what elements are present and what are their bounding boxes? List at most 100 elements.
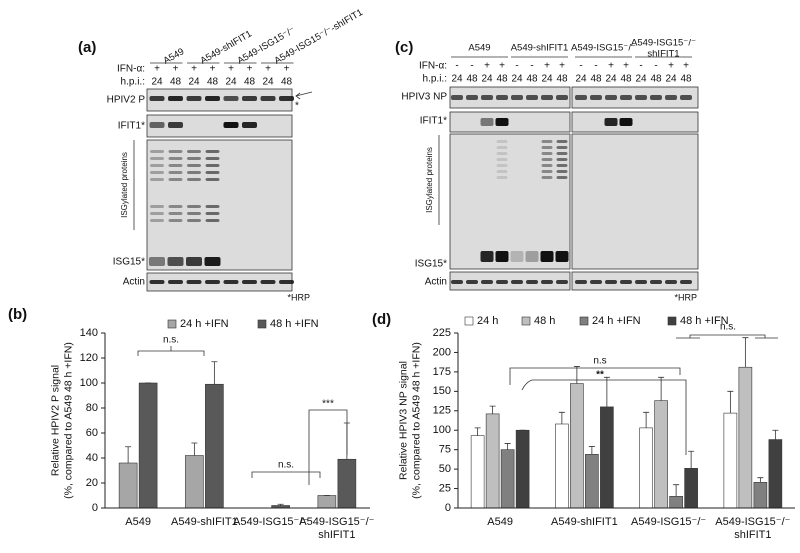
panel-label: (a) — [78, 39, 96, 56]
band — [680, 95, 692, 100]
band — [168, 280, 183, 284]
lane-ifn: + — [499, 61, 505, 72]
band — [495, 251, 509, 262]
band — [205, 164, 220, 167]
x-tick-label: A549-ISG15⁻/⁻ — [233, 516, 308, 528]
lane-hpi: 48 — [466, 74, 478, 85]
legend-label: 48 h +IFN — [680, 315, 729, 327]
band — [541, 164, 553, 167]
lane-hpi: 48 — [496, 74, 508, 85]
lane-ifn: - — [470, 61, 473, 72]
lane-ifn: + — [623, 61, 629, 72]
band — [541, 176, 553, 179]
row-label: IFIT1* — [420, 116, 447, 127]
band — [205, 157, 220, 160]
lane-ifn: + — [247, 64, 253, 75]
band — [665, 280, 677, 284]
band — [556, 152, 568, 155]
band — [556, 146, 568, 149]
band — [168, 212, 183, 215]
annotation: ** — [596, 370, 604, 381]
y-tick-label: 175 — [433, 366, 451, 378]
legend-swatch — [521, 316, 531, 326]
legend-label: 24 h +IFN — [180, 318, 229, 330]
band — [205, 178, 220, 181]
lane-hpi: 48 — [244, 77, 256, 88]
lane-hpi: 48 — [281, 77, 293, 88]
lane-hpi: 24 — [541, 74, 553, 85]
bar — [185, 455, 204, 509]
bar — [684, 468, 698, 509]
band — [480, 118, 494, 126]
lane-ifn: - — [579, 61, 582, 72]
blot-strip — [146, 114, 293, 138]
x-tick-label: A549-shIFIT1 — [171, 516, 238, 528]
error-bar — [125, 446, 132, 463]
band — [279, 96, 294, 101]
lane-hpi: 24 — [225, 77, 237, 88]
band — [481, 95, 493, 100]
band — [650, 95, 662, 100]
band — [555, 251, 569, 262]
lane-ifn: - — [594, 61, 597, 72]
band — [187, 171, 201, 174]
bar — [337, 458, 357, 509]
band — [556, 158, 568, 161]
blot-strip — [571, 271, 699, 291]
lane-hpi: 48 — [650, 74, 662, 85]
lane-hpi: 24 — [451, 74, 463, 85]
row-label: ISGylated proteins — [120, 152, 129, 218]
error-bar — [727, 390, 734, 414]
y-tick-label: 120 — [80, 352, 98, 364]
legend-label: 48 h +IFN — [270, 318, 319, 330]
band — [168, 178, 183, 181]
lane-ifn: + — [683, 61, 689, 72]
band — [242, 280, 257, 284]
legend-swatch — [579, 316, 589, 326]
y-tick-label: 125 — [433, 405, 451, 417]
x-tick-label: A549-ISG15⁻/⁻ shIFIT1 — [715, 516, 790, 541]
band — [168, 171, 183, 174]
row-label: IFN-α: — [419, 61, 447, 72]
band — [186, 257, 202, 266]
band — [635, 95, 647, 100]
y-tick-label: 225 — [433, 327, 451, 339]
lane-hpi: 24 — [188, 77, 200, 88]
bar — [138, 382, 158, 509]
error-bar — [742, 337, 749, 368]
legend-label: 24 h — [477, 315, 498, 327]
error-bar — [772, 429, 779, 440]
lane-ifn: + — [484, 61, 490, 72]
band — [205, 171, 220, 174]
bar — [768, 439, 783, 509]
lane-ifn: + — [668, 61, 674, 72]
lane-ifn: + — [608, 61, 614, 72]
bracket — [676, 334, 778, 339]
band — [590, 95, 602, 100]
band — [511, 95, 523, 100]
bar — [570, 383, 584, 509]
band — [466, 280, 478, 284]
lane-hpi: 48 — [526, 74, 538, 85]
band — [187, 157, 201, 160]
band — [496, 95, 508, 100]
band — [590, 280, 602, 284]
footnote: *HRP — [287, 292, 310, 302]
blot-strip — [449, 111, 571, 133]
error-bar — [558, 411, 565, 424]
band — [223, 122, 239, 128]
annotation: n.s. — [163, 335, 179, 346]
band — [223, 96, 239, 101]
legend-swatch — [167, 319, 177, 329]
band — [556, 164, 568, 167]
band — [620, 280, 632, 284]
bracket — [509, 367, 681, 385]
y-tick-label: 40 — [86, 452, 98, 464]
annotation: n.s. — [278, 460, 294, 471]
error-bar — [688, 450, 695, 469]
band — [205, 219, 220, 222]
row-label: ISG15* — [113, 257, 145, 268]
error-bar — [757, 477, 764, 483]
band — [150, 219, 164, 222]
bar — [753, 482, 768, 509]
